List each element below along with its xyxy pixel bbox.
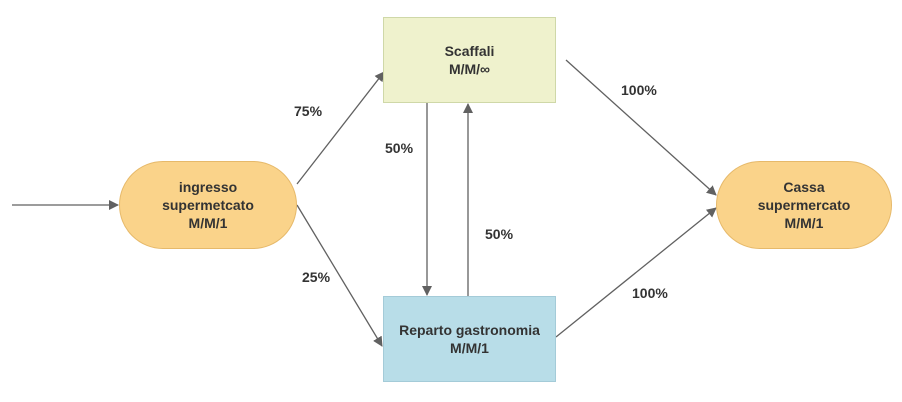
edge-deli-to-checkout — [555, 207, 717, 338]
node-checkout-label-2: supermercato — [757, 197, 851, 213]
edge-label-deli-to-shelves: 50% — [485, 226, 514, 242]
node-entrance-label-2: supermetcato — [162, 197, 254, 213]
node-checkout-label-1: Cassa — [783, 179, 825, 195]
node-deli-label-2: M/M/1 — [450, 340, 489, 356]
edge-label-shelves-to-deli: 50% — [385, 140, 414, 156]
node-entrance-label-1: ingresso — [178, 179, 238, 195]
node-deli: Reparto gastronomia M/M/1 — [383, 296, 556, 382]
node-shelves-label-2: M/M/∞ — [448, 61, 491, 77]
edge-shelves-to-checkout — [565, 59, 717, 196]
node-entrance: ingresso supermetcato M/M/1 — [119, 161, 297, 249]
node-shelves: Scaffali M/M/∞ — [383, 17, 556, 103]
node-entrance-label-3: M/M/1 — [188, 215, 228, 231]
node-checkout-label-3: M/M/1 — [784, 215, 824, 231]
edge-label-entrance-to-shelves: 75% — [294, 103, 323, 119]
edge-label-shelves-to-checkout: 100% — [621, 82, 657, 98]
edge-label-deli-to-checkout: 100% — [632, 285, 668, 301]
edge-label-entrance-to-deli: 25% — [302, 269, 331, 285]
node-deli-label-1: Reparto gastronomia — [399, 322, 540, 338]
node-checkout: Cassa supermercato M/M/1 — [716, 161, 892, 249]
edge-entrance-to-shelves — [296, 71, 385, 185]
node-shelves-label-1: Scaffali — [444, 43, 495, 59]
edge-entrance-to-deli — [296, 204, 383, 347]
